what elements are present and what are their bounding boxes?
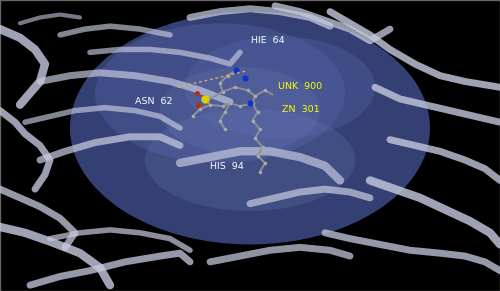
Ellipse shape bbox=[160, 67, 320, 154]
Text: ASN  62: ASN 62 bbox=[135, 97, 172, 106]
Text: HIS  94: HIS 94 bbox=[210, 162, 244, 171]
Text: ZN  301: ZN 301 bbox=[282, 106, 320, 114]
Ellipse shape bbox=[145, 109, 355, 211]
Text: HIE  64: HIE 64 bbox=[251, 36, 284, 45]
Ellipse shape bbox=[70, 12, 430, 244]
Ellipse shape bbox=[185, 36, 375, 138]
Ellipse shape bbox=[95, 23, 345, 163]
Text: UNK  900: UNK 900 bbox=[278, 82, 322, 91]
